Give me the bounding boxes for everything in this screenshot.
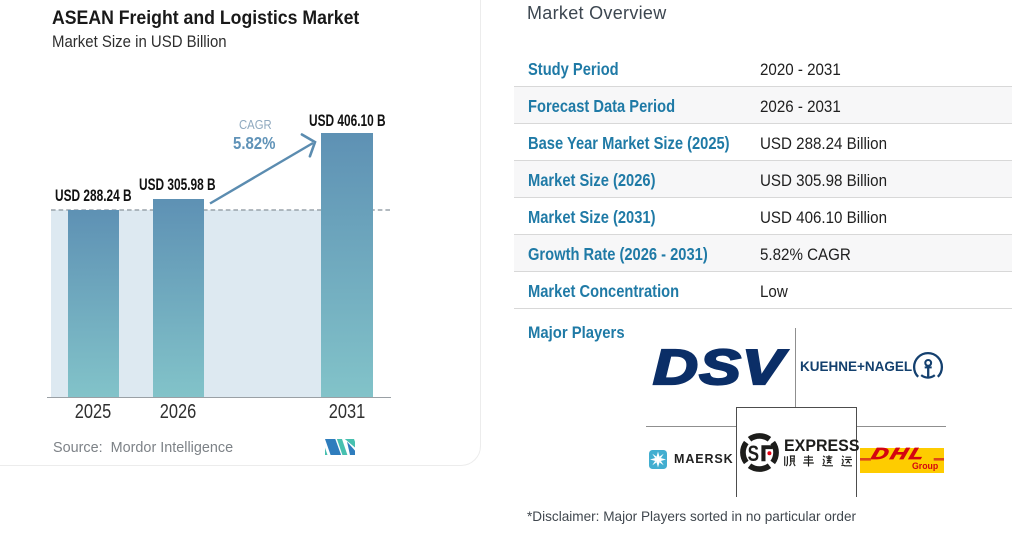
svg-text:S: S — [747, 442, 758, 467]
